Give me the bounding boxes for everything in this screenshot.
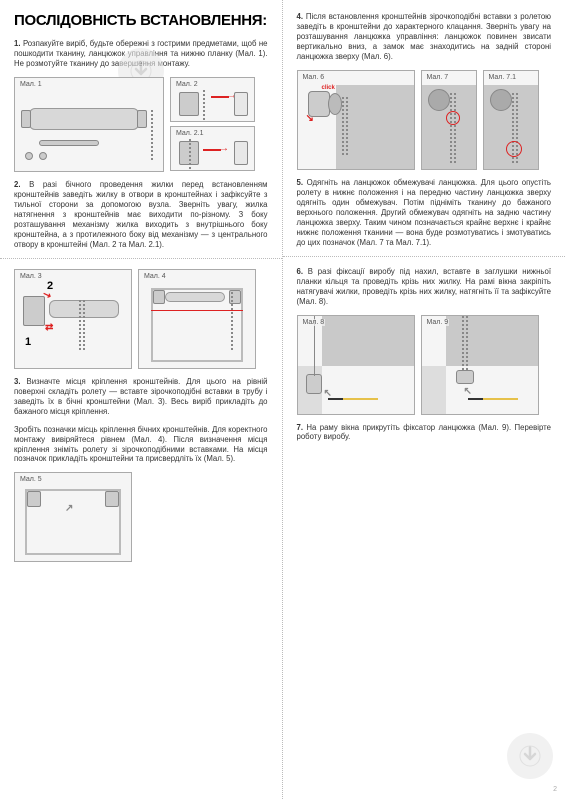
- figure-3: Мал. 3 ↘ 2 ⇄ 1: [14, 269, 132, 369]
- figure-8: Мал. 8 ↖: [297, 315, 415, 415]
- figure-5: Мал. 5 ↗: [14, 472, 132, 562]
- click-label: click: [322, 85, 335, 91]
- para-7-num: 7.: [297, 423, 304, 432]
- separator-right: [283, 256, 565, 257]
- figure-3-num2: 2: [47, 280, 53, 292]
- figure-7-label: Мал. 7: [426, 74, 450, 81]
- para-6: 6. В разі фіксації виробу під нахил, вст…: [297, 267, 552, 307]
- figure-2: Мал. 2 →: [170, 77, 255, 122]
- figure-1-label: Мал. 1: [19, 81, 43, 88]
- figure-7-1: Мал. 7.1: [483, 70, 539, 170]
- para-3b: Зробіть позначки місць кріплення бічних …: [14, 425, 268, 465]
- para-7: 7. На раму вікна прикрутіть фіксатор лан…: [297, 423, 552, 443]
- para-7-text: На раму вікна прикрутіть фіксатор ланцюж…: [297, 423, 552, 442]
- page: ПОСЛІДОВНІСТЬ ВСТАНОВЛЕННЯ: 1. Розпакуйт…: [0, 0, 565, 799]
- figure-3-num1: 1: [25, 336, 31, 348]
- para-1-num: 1.: [14, 39, 21, 48]
- figure-8-label: Мал. 8: [302, 319, 326, 326]
- figure-9: Мал. 9 ↖: [421, 315, 539, 415]
- left-column: ПОСЛІДОВНІСТЬ ВСТАНОВЛЕННЯ: 1. Розпакуйт…: [0, 0, 283, 799]
- fig-stack-2: Мал. 2 → Мал. 2.1 →: [170, 77, 255, 172]
- para-2-text: В разі бічного проведення жилки перед вс…: [14, 180, 268, 249]
- fig-row-3: Мал. 6 ↘ click Мал. 7 Мал. 7.1: [297, 70, 552, 170]
- figure-6-label: Мал. 6: [302, 74, 326, 81]
- figure-7: Мал. 7: [421, 70, 477, 170]
- para-3b-text: Зробіть позначки місць кріплення бічних …: [14, 425, 268, 464]
- para-6-text: В разі фіксації виробу під нахил, вставт…: [297, 267, 552, 306]
- para-5-text: Одягніть на ланцюжок обмежувачі ланцюжка…: [297, 178, 552, 247]
- para-4: 4. Після встановлення кронштейнів зірочк…: [297, 12, 552, 62]
- figure-3-label: Мал. 3: [19, 273, 43, 280]
- para-5-num: 5.: [297, 178, 304, 187]
- para-3a: 3. Визначте місця кріплення кронштейнів.…: [14, 377, 268, 417]
- fig-row-2: Мал. 3 ↘ 2 ⇄ 1 Мал. 4: [14, 269, 268, 369]
- fig-row-1: Мал. 1 Мал. 2 →: [14, 77, 268, 172]
- para-3a-text: Визначте місця кріплення кронштейнів. Дл…: [14, 377, 268, 416]
- watermark-icon-2: [507, 733, 553, 779]
- para-2: 2. В разі бічного проведення жилки перед…: [14, 180, 268, 250]
- para-5: 5. Одягніть на ланцюжок обмежувачі ланцю…: [297, 178, 552, 248]
- figure-2-label: Мал. 2: [175, 81, 199, 88]
- figure-5-label: Мал. 5: [19, 476, 43, 483]
- para-2-num: 2.: [14, 180, 21, 189]
- para-3-num: 3.: [14, 377, 21, 386]
- figure-9-label: Мал. 9: [426, 319, 450, 326]
- page-number: 2: [553, 786, 557, 793]
- para-6-num: 6.: [297, 267, 304, 276]
- figure-1: Мал. 1: [14, 77, 164, 172]
- figure-4-label: Мал. 4: [143, 273, 167, 280]
- para-4-text: Після встановлення кронштейнів зірочкопо…: [297, 12, 552, 61]
- fig-row-4: Мал. 8 ↖ Мал. 9 ↖: [297, 315, 552, 415]
- figure-4: Мал. 4: [138, 269, 256, 369]
- separator-left: [0, 258, 282, 259]
- figure-6: Мал. 6 ↘ click: [297, 70, 415, 170]
- figure-2-1: Мал. 2.1 →: [170, 126, 255, 171]
- figure-2-1-label: Мал. 2.1: [175, 130, 205, 137]
- page-title: ПОСЛІДОВНІСТЬ ВСТАНОВЛЕННЯ:: [14, 12, 268, 29]
- figure-7-1-label: Мал. 7.1: [488, 74, 518, 81]
- para-4-num: 4.: [297, 12, 304, 21]
- right-column: 4. Після встановлення кронштейнів зірочк…: [283, 0, 565, 799]
